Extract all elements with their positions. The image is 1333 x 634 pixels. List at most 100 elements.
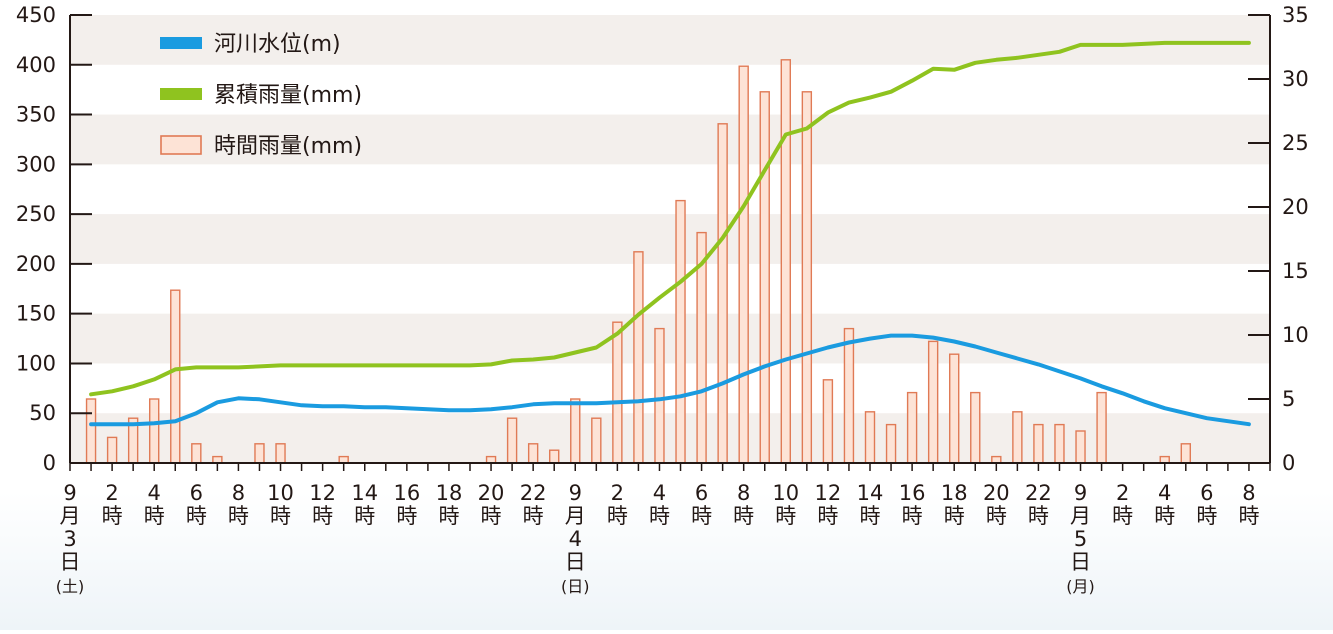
x-tick-label: 14 — [857, 481, 884, 505]
grid-band — [70, 313, 1270, 364]
x-tick-label: 時 — [102, 504, 123, 528]
hourly-rain-bar — [612, 321, 623, 464]
x-tick-label: 時 — [986, 504, 1007, 528]
x-tick-label: 時 — [1028, 504, 1049, 528]
x-tick-label: 20 — [478, 481, 505, 505]
hourly-rain-bar — [1180, 443, 1191, 464]
x-tick-label: 8 — [232, 481, 245, 505]
x-tick-label: 4 — [148, 481, 161, 505]
right-tick-label: 20 — [1282, 195, 1309, 219]
left-tick-label: 0 — [43, 451, 56, 475]
x-tick-label: 月 — [1070, 504, 1091, 528]
grid-band — [70, 413, 1270, 463]
hourly-rain-bar — [822, 379, 834, 464]
hourly-rain-bar — [759, 91, 770, 464]
hourly-rain-bar — [85, 398, 97, 464]
x-tick-label: 6 — [190, 481, 203, 505]
x-tick-label: 時 — [228, 504, 249, 528]
water-level-line — [89, 333, 1251, 427]
hourly-rain-bar — [1033, 423, 1044, 464]
left-tick-label: 250 — [16, 202, 56, 226]
right-tick-label: 25 — [1282, 131, 1309, 155]
x-tick-label: 時 — [733, 504, 754, 528]
x-tick-label: 時 — [902, 504, 923, 528]
x-tick-label: 9 — [569, 481, 582, 505]
x-tick-label: 時 — [438, 504, 459, 528]
x-tick-label: 2 — [1116, 481, 1129, 505]
left-tick-label: 400 — [16, 53, 56, 77]
hourly-rain-bars — [85, 59, 1191, 464]
axes: 0 50 100 150 200 250 300 350 400 450 0 5 10 15 20 25 30 3… — [16, 3, 1309, 475]
x-tick-label: 4 — [1158, 481, 1171, 505]
x-tick-label: 日 — [60, 550, 81, 574]
x-tick-label: 3 — [63, 527, 76, 551]
hourly-rain-bar — [717, 123, 728, 464]
hourly-rain-bar — [570, 398, 581, 464]
x-tick-label: 10 — [267, 481, 294, 505]
x-tick-label: 4 — [653, 481, 666, 505]
x-tick-label: 時 — [523, 504, 544, 528]
x-tick-label: 時 — [817, 504, 838, 528]
x-tick-label: 時 — [312, 504, 333, 528]
background-bands — [70, 15, 1270, 463]
hourly-rain-bar — [1096, 391, 1107, 464]
grid-band — [70, 214, 1270, 264]
hourly-rain-bar — [527, 443, 539, 464]
hourly-rain-bar — [1012, 411, 1023, 464]
x-tick-label: 月 — [60, 504, 81, 528]
hourly-rain-bar — [549, 449, 560, 464]
x-tick-label: 16 — [899, 481, 926, 505]
hourly-rain-bar — [633, 251, 644, 464]
x-tick-label: 時 — [860, 504, 881, 528]
hourly-rain-bar — [149, 398, 160, 464]
x-tick-label: 時 — [186, 504, 207, 528]
x-tick-label: 16 — [393, 481, 420, 505]
x-tick-label: 時 — [691, 504, 712, 528]
x-tick-label: 時 — [481, 504, 502, 528]
hourly-rain-bar — [970, 391, 981, 464]
legend-label: 河川水位(m) — [214, 32, 341, 57]
x-tick-label: 9 — [63, 481, 76, 505]
x-tick-label: 6 — [695, 481, 708, 505]
hourly-rain-bar — [843, 327, 855, 464]
x-tick-label: 時 — [396, 504, 417, 528]
legend-label: 時間雨量(mm) — [214, 134, 362, 159]
hourly-rain-bar — [949, 353, 960, 464]
hourly-rain-bar — [906, 391, 918, 464]
right-tick-label: 15 — [1282, 259, 1309, 283]
hourly-rain-bar — [506, 417, 518, 464]
hourly-rain-bar — [780, 59, 791, 464]
x-tick-label: 18 — [941, 481, 968, 505]
right-tick-label: 5 — [1282, 387, 1295, 411]
grid-band — [70, 114, 1270, 165]
hourly-rain-bar — [927, 340, 939, 464]
x-tick-label: 時 — [1154, 504, 1175, 528]
x-tick-label: 12 — [815, 481, 842, 505]
x-tick-label: 22 — [520, 481, 547, 505]
x-tick-label: 2 — [611, 481, 624, 505]
left-tick-label: 200 — [16, 252, 56, 276]
right-tick-label: 0 — [1282, 451, 1295, 475]
left-tick-label: 100 — [16, 351, 56, 375]
grid-band — [70, 15, 1270, 65]
hourly-rain-bar — [801, 91, 813, 464]
left-tick-label: 300 — [16, 152, 56, 176]
x-tick-label: 6 — [1200, 481, 1213, 505]
hourly-rain-bar — [1054, 423, 1065, 464]
right-tick-label: 30 — [1282, 67, 1309, 91]
legend: 河川水位(m) 累積雨量(mm) 時間雨量(mm) — [160, 32, 362, 159]
x-tick-label: 日 — [565, 550, 586, 574]
x-tick-label: 12 — [309, 481, 336, 505]
hourly-rain-bar — [654, 327, 665, 464]
hourly-rain-bar — [591, 417, 602, 464]
legend-label: 累積雨量(mm) — [214, 83, 362, 108]
x-tick-label: 時 — [649, 504, 670, 528]
x-tick-label: 4 — [569, 527, 582, 551]
x-tick-label: 時 — [354, 504, 375, 528]
cumulative-rain-line — [89, 40, 1251, 397]
left-tick-label: 50 — [29, 401, 56, 425]
hourly-rain-bar — [864, 411, 876, 464]
left-tick-label: 450 — [16, 3, 56, 27]
legend-swatch — [160, 37, 202, 49]
right-tick-label: 35 — [1282, 3, 1309, 27]
